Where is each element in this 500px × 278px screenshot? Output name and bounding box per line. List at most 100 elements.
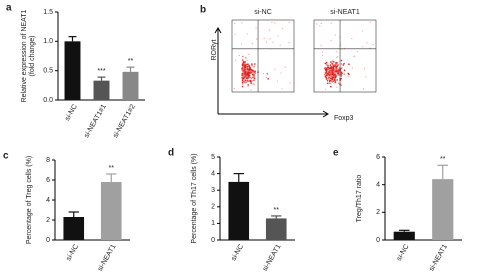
event-dot xyxy=(281,88,283,90)
event-dot xyxy=(244,68,246,71)
event-dot xyxy=(249,72,251,75)
event-dot xyxy=(362,30,364,32)
event-dot xyxy=(335,66,338,69)
event-dot xyxy=(353,55,356,57)
event-dot xyxy=(250,89,252,91)
event-dot xyxy=(247,84,249,86)
event-dot xyxy=(340,75,342,77)
event-dot xyxy=(253,83,255,85)
event-dot xyxy=(251,69,253,72)
y-tick-label: 1 xyxy=(211,220,215,227)
y-axis-label: Treg/Th17 ratio xyxy=(356,175,363,223)
significance: ** xyxy=(128,58,134,65)
event-dot xyxy=(332,69,335,71)
event-dot xyxy=(241,59,244,61)
bar xyxy=(228,181,250,240)
event-dot xyxy=(322,54,324,56)
event-dot xyxy=(333,77,336,80)
event-dot xyxy=(332,67,335,70)
event-dot xyxy=(337,73,339,76)
event-dot xyxy=(329,74,332,77)
event-dot xyxy=(234,33,236,36)
plot-frame xyxy=(313,19,377,93)
event-dot xyxy=(252,76,254,79)
event-dot xyxy=(255,38,258,40)
event-dot xyxy=(241,74,243,77)
event-dot xyxy=(342,64,345,66)
event-dot xyxy=(334,69,336,71)
event-dot xyxy=(246,68,249,70)
event-dot xyxy=(251,84,253,86)
event-dot xyxy=(343,73,346,75)
event-dot xyxy=(326,72,328,74)
event-dot xyxy=(249,70,252,72)
event-dot xyxy=(271,21,273,24)
event-dot xyxy=(249,79,252,82)
event-dot xyxy=(316,23,318,25)
axis-arrow xyxy=(218,110,329,118)
event-dot xyxy=(247,80,249,82)
event-dot xyxy=(241,85,244,88)
event-dot xyxy=(244,75,247,77)
event-dot xyxy=(251,63,253,65)
event-dot xyxy=(244,70,247,73)
event-dot xyxy=(241,81,244,84)
y-tick-label: 2 xyxy=(376,209,380,216)
event-dot xyxy=(326,69,329,72)
event-dot xyxy=(288,21,290,23)
significance: *** xyxy=(97,68,105,75)
event-dot xyxy=(249,76,252,79)
event-dot xyxy=(351,67,354,69)
event-dot xyxy=(247,70,249,72)
event-dot xyxy=(242,76,245,78)
event-dot xyxy=(284,66,286,68)
event-dot xyxy=(362,46,364,48)
event-dot xyxy=(280,72,282,74)
event-dot xyxy=(250,68,252,71)
event-dot xyxy=(235,59,237,61)
event-dot xyxy=(272,41,274,43)
event-dot xyxy=(242,77,245,80)
event-dot xyxy=(246,59,248,62)
event-dot xyxy=(245,57,247,59)
event-dot xyxy=(332,73,334,76)
event-dot xyxy=(324,66,326,69)
event-dot xyxy=(335,62,337,64)
event-dot xyxy=(331,71,334,73)
x-tick-label: si-NEAT1#2 xyxy=(112,103,137,139)
event-dot xyxy=(324,75,327,78)
panel-label: c xyxy=(3,151,9,162)
event-dot xyxy=(329,76,331,79)
event-dot xyxy=(244,65,247,67)
event-dot xyxy=(252,73,254,75)
event-dot xyxy=(240,43,243,45)
bar xyxy=(93,80,110,100)
event-dot xyxy=(322,51,324,53)
event-dot xyxy=(334,71,337,73)
event-dot xyxy=(252,71,255,73)
event-dot xyxy=(251,42,253,44)
event-dot xyxy=(254,63,256,65)
event-dot xyxy=(323,67,326,70)
x-tick-label: si-NEAT1 xyxy=(428,243,449,272)
event-dot xyxy=(244,64,247,66)
event-dot xyxy=(250,82,253,84)
event-dot xyxy=(274,68,276,70)
bar xyxy=(122,71,139,100)
event-dot xyxy=(253,69,255,71)
y-tick-label: 0.5 xyxy=(43,68,53,75)
event-dot xyxy=(330,79,332,82)
y-tick-label: 5 xyxy=(211,154,215,161)
event-dot xyxy=(326,79,329,82)
event-dot xyxy=(363,68,366,70)
event-dot xyxy=(324,62,327,65)
event-dot xyxy=(251,79,253,82)
event-dot xyxy=(332,61,335,63)
event-dot xyxy=(276,80,278,82)
y-tick-label: 0 xyxy=(46,237,50,244)
panel-label: d xyxy=(168,148,174,159)
event-dot xyxy=(319,25,321,27)
event-dot xyxy=(331,80,334,83)
event-dot xyxy=(289,82,291,84)
event-dot xyxy=(241,63,244,66)
